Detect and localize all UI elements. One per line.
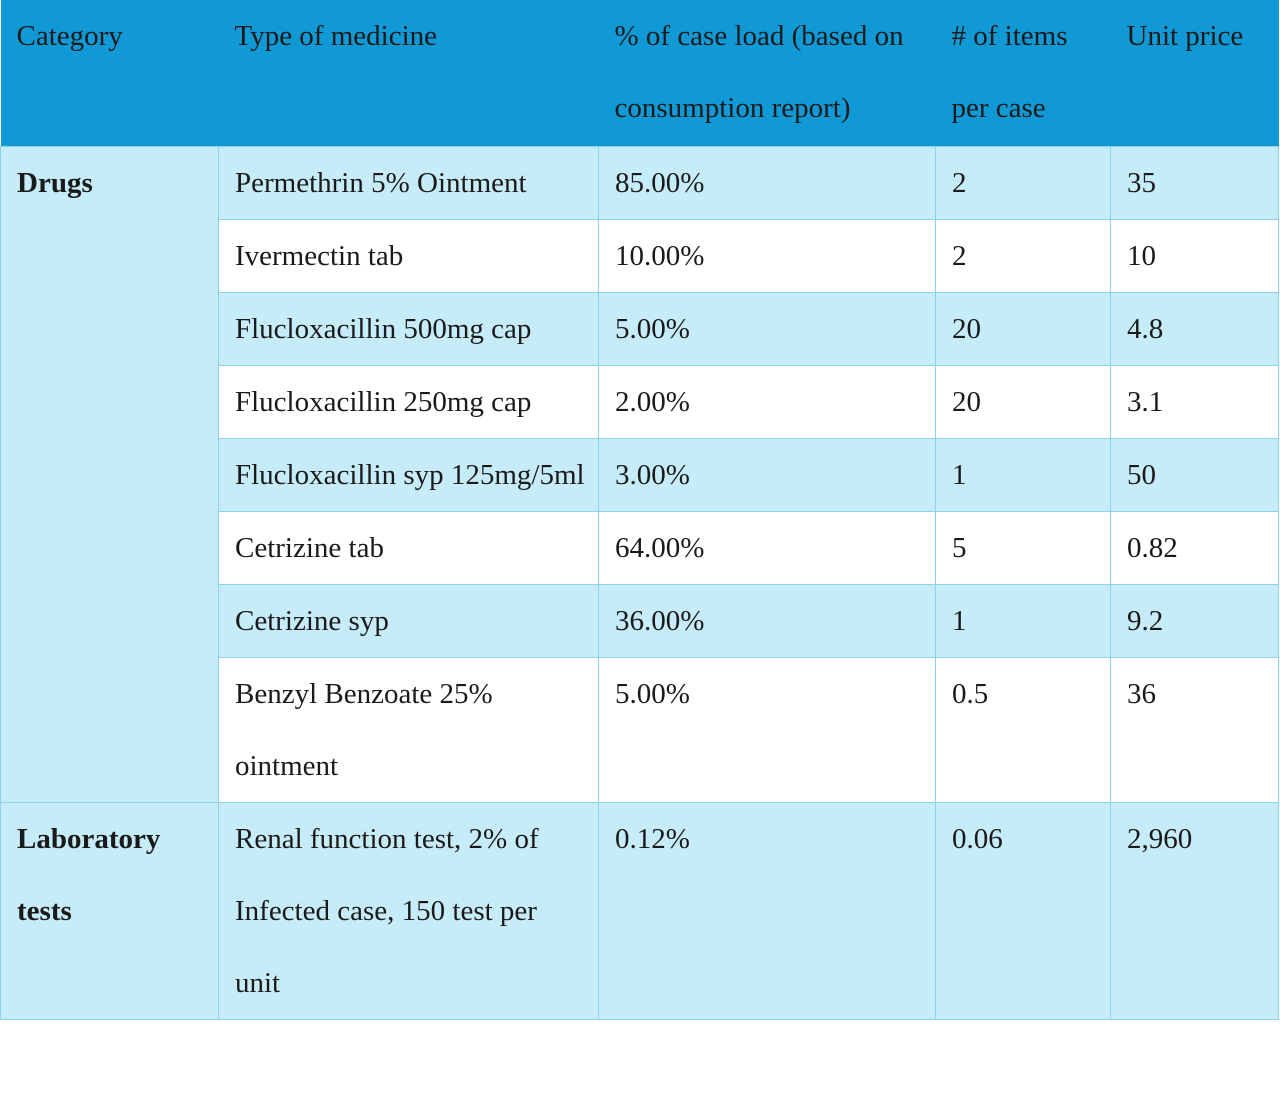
case-load-cell: 64.00%	[598, 510, 936, 585]
case-load-cell: 5.00%	[598, 656, 936, 803]
medicine-cell: Benzyl Benzoate 25% ointment	[218, 656, 599, 803]
case-load-cell: 3.00%	[598, 437, 936, 512]
medicine-name: Permethrin 5% Ointment	[235, 166, 527, 199]
medicine-cell: Flucloxacillin syp 125mg/5ml	[218, 437, 599, 512]
table-row: Drugs Permethrin 5% Ointment 85.00% 2 35	[0, 145, 1279, 803]
medicine-name: Flucloxacillin 500mg cap	[235, 312, 532, 345]
items-cell: 0.5	[935, 656, 1111, 803]
table-row: Cetrizine tab 64.00% 5 0.82	[1, 510, 1279, 585]
items-cell: 2	[935, 145, 1111, 220]
case-load-cell: 0.12%	[598, 801, 936, 1020]
items-cell: 1	[935, 583, 1111, 658]
price-cell: 9.2	[1110, 583, 1279, 658]
header-items-per-case: # of items per case	[935, 0, 1111, 146]
case-load-cell: 5.00%	[598, 291, 936, 366]
case-load-cell: 10.00%	[598, 218, 936, 293]
medicine-name: Renal function test, 2% of Infected case…	[235, 822, 539, 999]
medicine-cell: Flucloxacillin 250mg cap	[218, 364, 599, 439]
medicine-cell: Cetrizine tab	[218, 510, 599, 585]
category-cell-drugs: Drugs	[0, 145, 219, 803]
medicine-name: Cetrizine syp	[235, 604, 389, 637]
table-row: Laboratory tests Renal function test, 2%…	[0, 801, 1279, 1020]
medicine-name: Ivermectin tab	[235, 239, 404, 272]
price-cell: 3.1	[1110, 364, 1279, 439]
items-cell: 0.06	[935, 801, 1111, 1020]
category-label: Drugs	[17, 166, 93, 199]
medicine-cell: Renal function test, 2% of Infected case…	[218, 801, 599, 1020]
medicine-cell: Permethrin 5% Ointment	[218, 145, 599, 220]
category-cell-laboratory-tests: Laboratory tests	[0, 801, 219, 1020]
case-load-cell: 2.00%	[598, 364, 936, 439]
case-load-cell: 85.00%	[598, 145, 936, 220]
items-cell: 5	[935, 510, 1111, 585]
medicine-cell: Cetrizine syp	[218, 583, 599, 658]
items-cell: 1	[935, 437, 1111, 512]
case-load-cell: 36.00%	[598, 583, 936, 658]
medicine-cell: Flucloxacillin 500mg cap	[218, 291, 599, 366]
medicine-name: Benzyl Benzoate 25% ointment	[235, 677, 493, 782]
medicine-name: Cetrizine tab	[235, 531, 384, 564]
table-row: Flucloxacillin syp 125mg/5ml 3.00% 1 50	[1, 437, 1279, 512]
items-cell: 20	[935, 364, 1111, 439]
price-cell: 35	[1110, 145, 1279, 220]
table-row: Ivermectin tab 10.00% 2 10	[1, 218, 1279, 293]
category-label: Laboratory tests	[17, 822, 161, 927]
medicine-cell: Ivermectin tab	[218, 218, 599, 293]
price-cell: 36	[1110, 656, 1279, 803]
price-cell: 10	[1110, 218, 1279, 293]
table-header-row: Category Type of medicine % of case load…	[0, 0, 1279, 146]
table-row: Benzyl Benzoate 25% ointment 5.00% 0.5 3…	[1, 656, 1279, 803]
price-cell: 0.82	[1110, 510, 1279, 585]
price-cell: 2,960	[1110, 801, 1279, 1020]
header-case-load: % of case load (based on consumption rep…	[598, 0, 936, 146]
medicine-cost-table: Category Type of medicine % of case load…	[0, 0, 1279, 1020]
price-cell: 4.8	[1110, 291, 1279, 366]
table-row: Flucloxacillin 250mg cap 2.00% 20 3.1	[1, 364, 1279, 439]
items-cell: 2	[935, 218, 1111, 293]
header-type-of-medicine: Type of medicine	[218, 0, 599, 146]
medicine-name: Flucloxacillin syp 125mg/5ml	[235, 458, 585, 491]
header-unit-price: Unit price	[1110, 0, 1279, 146]
table-row: Flucloxacillin 500mg cap 5.00% 20 4.8	[1, 291, 1279, 366]
items-cell: 20	[935, 291, 1111, 366]
price-cell: 50	[1110, 437, 1279, 512]
table-row: Cetrizine syp 36.00% 1 9.2	[1, 583, 1279, 658]
medicine-name: Flucloxacillin 250mg cap	[235, 385, 532, 418]
header-category: Category	[0, 0, 219, 146]
